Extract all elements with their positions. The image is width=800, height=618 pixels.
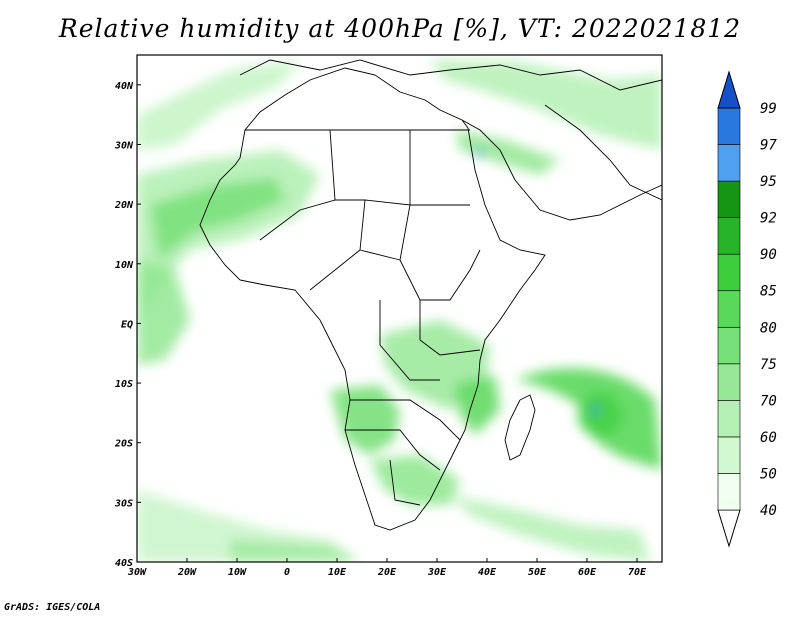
colorbar-swatch xyxy=(717,363,741,401)
humidity-band-southernafrica xyxy=(330,385,400,455)
credit-text: GrADS: IGES/COLA xyxy=(4,602,101,613)
colorbar-label: 40 xyxy=(760,503,777,519)
lat-tick-label: 40N xyxy=(115,81,134,92)
map-frame xyxy=(136,54,663,563)
lon-tick-label: 60E xyxy=(578,567,597,578)
lon-tick-label: 70E xyxy=(628,567,647,578)
lon-tick-label: 0 xyxy=(284,567,290,578)
colorbar-swatch xyxy=(717,217,741,255)
humidity-peak-sinai xyxy=(476,149,484,157)
gulf-coast xyxy=(544,104,662,201)
lat-tick-label: 10S xyxy=(115,379,133,390)
colorbar-extend-high xyxy=(717,70,741,109)
longitude-ticks: 30W 20W 10W 0 10E 20E 30E 40E 50E 60E 70E xyxy=(127,558,647,578)
colorbar-swatch xyxy=(717,290,741,328)
colorbar-label: 99 xyxy=(760,101,777,117)
colorbar-swatch xyxy=(717,144,741,182)
lon-tick-label: 10E xyxy=(328,567,347,578)
colorbar-label: 80 xyxy=(760,320,777,336)
colorbar-label: 97 xyxy=(760,138,777,154)
colorbar-label: 95 xyxy=(760,174,777,190)
colorbar-label: 85 xyxy=(760,284,777,300)
lon-tick-label: 10W xyxy=(228,567,247,578)
colorbar-label: 70 xyxy=(760,393,777,409)
humidity-cyclone-core xyxy=(578,393,622,437)
africa-coastline xyxy=(199,67,546,531)
latitude-ticks: 40N 30N 20N 10N EQ 10S 20S 30S 40S xyxy=(114,81,141,569)
lat-tick-label: 20S xyxy=(114,439,133,450)
colorbar-label: 75 xyxy=(760,357,777,373)
humidity-band-egypt xyxy=(455,130,560,175)
humidity-band-southafrica xyxy=(370,455,460,505)
colorbar: 40 50 60 70 75 80 85 90 92 95 97 99 xyxy=(717,70,777,548)
lon-tick-label: 50E xyxy=(528,567,547,578)
colorbar-extend-low xyxy=(717,509,741,548)
colorbar-swatch xyxy=(717,107,741,145)
colorbar-swatch xyxy=(717,436,741,474)
lon-tick-label: 40E xyxy=(478,567,497,578)
colorbar-label: 90 xyxy=(760,247,777,263)
humidity-band-northwest xyxy=(137,60,300,150)
humidity-band-westafrica-core xyxy=(150,178,285,260)
coastlines xyxy=(199,59,662,531)
lon-tick-label: 30W xyxy=(127,567,147,578)
humidity-peak-cyclone xyxy=(592,406,600,414)
mediterranean-north-coast xyxy=(239,59,662,91)
lat-tick-label: 30N xyxy=(114,140,134,151)
lat-tick-label: EQ xyxy=(121,319,133,330)
lon-tick-label: 20W xyxy=(177,567,197,578)
lat-tick-label: 40S xyxy=(115,558,133,569)
colorbar-swatch xyxy=(717,400,741,438)
madagascar-coastline xyxy=(504,394,536,461)
lat-tick-label: 10N xyxy=(115,260,134,271)
colorbar-swatch xyxy=(717,326,741,365)
lat-tick-label: 20N xyxy=(114,200,134,211)
humidity-band-mozambique xyxy=(455,375,500,435)
humidity-band-south xyxy=(230,540,360,562)
colorbar-swatch xyxy=(717,473,741,511)
colorbar-label: 92 xyxy=(760,211,777,227)
colorbar-swatch xyxy=(717,253,741,292)
country-borders xyxy=(245,129,481,506)
arabia-coastline xyxy=(461,119,662,221)
lon-tick-label: 30E xyxy=(427,567,447,578)
map-title: Relative humidity at 400hPa [%], VT: 202… xyxy=(58,14,742,43)
humidity-shading xyxy=(137,60,662,562)
colorbar-label: 60 xyxy=(760,430,777,446)
lon-tick-label: 20E xyxy=(377,567,397,578)
colorbar-swatch xyxy=(717,180,741,218)
colorbar-label: 50 xyxy=(760,466,777,482)
humidity-band-westcoast xyxy=(137,260,190,365)
lat-tick-label: 30S xyxy=(114,498,133,509)
humidity-band-southeast xyxy=(450,495,650,562)
